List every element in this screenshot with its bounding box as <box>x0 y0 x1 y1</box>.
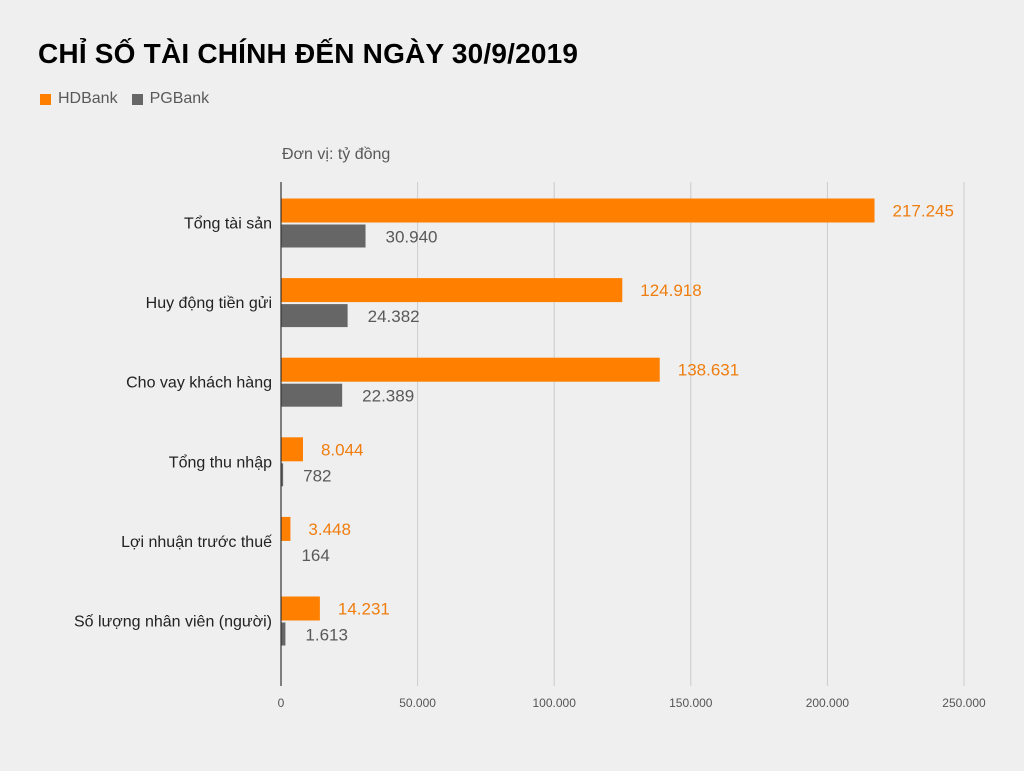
data-label-hdbank: 138.631 <box>678 361 739 380</box>
category-label: Tổng tài sản <box>184 215 272 233</box>
data-label-pgbank: 164 <box>301 546 329 565</box>
category-label: Huy động tiền gửi <box>146 295 272 312</box>
legend-item-pgbank: PGBank <box>131 90 210 108</box>
data-label-pgbank: 22.389 <box>362 387 414 406</box>
category-label: Số lượng nhân viên (người) <box>74 614 272 631</box>
data-label-pgbank: 30.940 <box>386 228 438 247</box>
bar-pgbank <box>281 224 366 248</box>
bar-pgbank <box>281 463 284 487</box>
legend-label-hdbank: HDBank <box>58 90 118 107</box>
data-label-pgbank: 1.613 <box>305 626 348 645</box>
x-tick-label: 50.000 <box>399 696 436 710</box>
bar-pgbank <box>281 622 286 646</box>
legend-swatch-hdbank <box>40 93 51 105</box>
category-label: Tổng thu nhập <box>169 453 272 471</box>
category-label: Lợi nhuận trước thuế <box>121 534 272 551</box>
bar-hdbank <box>281 437 303 462</box>
data-label-hdbank: 3.448 <box>308 520 351 539</box>
bar-hdbank <box>281 596 320 621</box>
legend-label-pgbank: PGBank <box>149 90 210 107</box>
bar-pgbank <box>281 304 348 328</box>
unit-label: Đơn vị: tỷ đồng <box>282 146 391 163</box>
x-tick-label: 100.000 <box>533 696 577 710</box>
data-label-hdbank: 8.044 <box>321 440 364 459</box>
data-label-pgbank: 24.382 <box>368 307 420 326</box>
bar-hdbank <box>281 278 623 303</box>
x-tick-label: 200.000 <box>806 696 850 710</box>
legend-item-hdbank: HDBank <box>40 90 118 108</box>
x-tick-label: 150.000 <box>669 696 713 710</box>
bar-pgbank <box>281 383 343 407</box>
data-label-hdbank: 124.918 <box>640 281 701 300</box>
x-tick-label: 250.000 <box>942 696 986 710</box>
category-label: Cho vay khách hàng <box>126 375 272 392</box>
data-label-pgbank: 782 <box>303 466 331 485</box>
legend: HDBank PGBank <box>40 90 223 108</box>
bar-hdbank <box>281 516 291 541</box>
data-label-hdbank: 14.231 <box>338 600 390 619</box>
x-tick-label: 0 <box>278 696 285 710</box>
chart-title: CHỈ SỐ TÀI CHÍNH ĐẾN NGÀY 30/9/2019 <box>38 38 579 69</box>
legend-swatch-pgbank <box>131 93 143 105</box>
bar-hdbank <box>281 198 875 223</box>
bar-hdbank <box>281 357 660 382</box>
data-label-hdbank: 217.245 <box>893 202 954 221</box>
